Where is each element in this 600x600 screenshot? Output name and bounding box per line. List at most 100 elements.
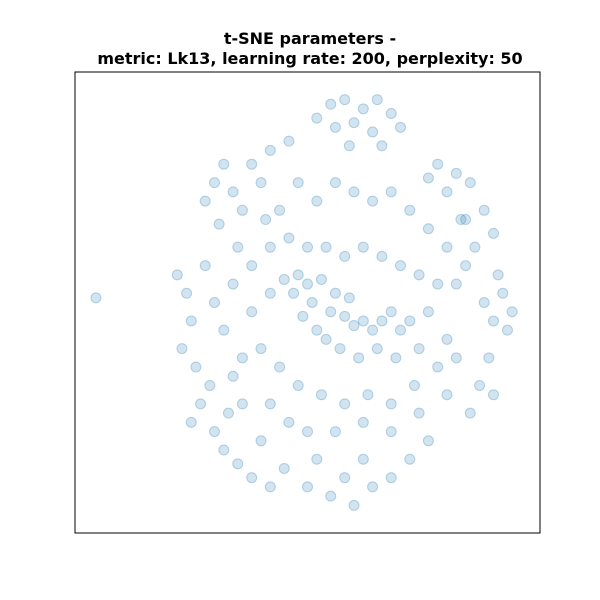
point xyxy=(422,172,434,184)
point xyxy=(329,121,341,133)
point xyxy=(408,379,420,391)
point xyxy=(320,333,332,345)
point xyxy=(422,306,434,318)
point xyxy=(362,389,374,401)
point xyxy=(441,389,453,401)
point xyxy=(278,462,290,474)
point xyxy=(199,195,211,207)
point xyxy=(367,481,379,493)
point xyxy=(506,306,518,318)
point xyxy=(311,324,323,336)
point xyxy=(227,370,239,382)
point xyxy=(483,352,495,364)
point xyxy=(460,214,472,226)
point xyxy=(218,158,230,170)
point xyxy=(376,315,388,327)
point xyxy=(395,324,406,336)
point xyxy=(176,343,188,355)
point xyxy=(348,117,360,129)
point xyxy=(395,121,406,133)
title-line: metric: Lk13, learning rate: 200, perple… xyxy=(97,49,522,68)
plot-frame xyxy=(74,71,541,534)
point xyxy=(367,195,379,207)
point xyxy=(357,241,369,253)
point xyxy=(264,144,276,156)
point xyxy=(292,177,304,189)
point xyxy=(246,472,258,484)
point xyxy=(204,379,216,391)
point xyxy=(432,361,444,373)
point xyxy=(441,241,453,253)
point xyxy=(357,453,369,465)
point xyxy=(264,398,276,410)
point xyxy=(232,241,244,253)
point xyxy=(209,426,220,438)
point xyxy=(185,416,197,428)
point xyxy=(488,389,499,401)
point xyxy=(404,204,416,216)
point xyxy=(450,352,462,364)
point xyxy=(432,158,444,170)
point xyxy=(315,273,327,285)
point xyxy=(353,352,365,364)
point xyxy=(464,407,476,419)
point xyxy=(478,204,490,216)
point xyxy=(325,306,337,318)
point xyxy=(311,453,323,465)
point xyxy=(385,306,397,318)
point xyxy=(460,260,472,272)
point xyxy=(209,177,220,189)
point xyxy=(288,287,300,299)
point xyxy=(492,269,504,281)
point xyxy=(334,343,346,355)
point xyxy=(264,481,276,493)
point xyxy=(297,310,309,322)
point xyxy=(320,241,332,253)
point xyxy=(478,297,490,308)
point xyxy=(181,287,193,299)
point xyxy=(367,126,379,138)
point xyxy=(413,343,425,355)
point xyxy=(413,269,425,281)
point xyxy=(432,278,444,290)
point xyxy=(171,269,183,281)
point xyxy=(222,407,234,419)
point xyxy=(385,186,397,198)
point xyxy=(357,103,369,115)
point xyxy=(236,204,248,216)
point xyxy=(501,324,513,336)
point xyxy=(385,426,397,438)
point xyxy=(264,241,276,253)
point xyxy=(311,112,323,124)
point xyxy=(450,167,462,179)
point xyxy=(404,453,416,465)
point xyxy=(404,315,416,327)
point xyxy=(246,260,258,272)
point xyxy=(329,177,341,189)
point xyxy=(348,320,360,332)
point xyxy=(413,407,425,419)
point xyxy=(292,379,304,391)
point xyxy=(255,343,267,355)
point xyxy=(441,186,453,198)
point xyxy=(455,214,467,226)
point xyxy=(474,379,486,391)
point xyxy=(190,361,202,373)
point xyxy=(422,223,434,235)
point xyxy=(302,241,313,253)
point xyxy=(450,278,462,290)
point xyxy=(278,273,290,285)
point xyxy=(395,260,406,272)
point xyxy=(227,186,239,198)
point xyxy=(283,416,295,428)
point xyxy=(218,324,230,336)
point xyxy=(255,435,267,447)
point xyxy=(329,426,341,438)
point xyxy=(213,218,225,230)
point xyxy=(497,287,509,299)
point xyxy=(274,361,286,373)
point xyxy=(367,324,379,336)
point xyxy=(348,186,360,198)
point xyxy=(385,398,397,410)
